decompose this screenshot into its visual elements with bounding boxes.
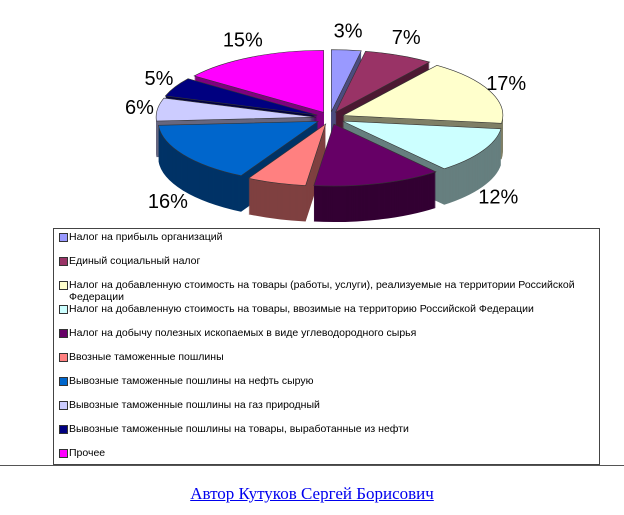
- legend-item: Вывозные таможенные пошлины на товары, в…: [59, 423, 409, 435]
- legend-swatch: [59, 377, 68, 386]
- legend-label: Единый социальный налог: [69, 255, 201, 267]
- legend-label: Вывозные таможенные пошлины на нефть сыр…: [69, 375, 314, 387]
- legend-label: Вывозные таможенные пошлины на товары, в…: [69, 423, 409, 435]
- legend-item: Единый социальный налог: [59, 255, 200, 267]
- legend-swatch: [59, 233, 68, 242]
- data-label: 17%: [486, 73, 526, 95]
- legend-swatch: [59, 425, 68, 434]
- legend-swatch: [59, 329, 68, 338]
- divider: [0, 465, 624, 466]
- legend-label: Прочее: [69, 447, 106, 459]
- data-label: 7%: [392, 27, 421, 49]
- author-link[interactable]: Автор Кутуков Сергей Борисович: [190, 484, 434, 503]
- legend-swatch: [59, 353, 68, 362]
- data-label: 15%: [223, 30, 263, 52]
- legend-swatch: [59, 305, 68, 314]
- chart-legend: Налог на прибыль организаций Единый социа…: [53, 228, 600, 465]
- legend-swatch: [59, 449, 68, 458]
- pie-slice: [313, 123, 437, 223]
- data-label: 16%: [148, 191, 188, 213]
- legend-label: Налог на добавленную стоимость на товары…: [69, 279, 575, 303]
- author-footer: Автор Кутуков Сергей Борисович: [0, 484, 624, 504]
- legend-item: Налог на прибыль организаций: [59, 231, 222, 243]
- legend-item: Прочее: [59, 447, 105, 459]
- legend-item: Налог на добавленную стоимость на товары…: [59, 279, 599, 303]
- legend-swatch: [59, 281, 68, 290]
- data-label: 6%: [125, 97, 154, 119]
- legend-item: Вывозные таможенные пошлины на нефть сыр…: [59, 375, 314, 387]
- data-label: 12%: [478, 186, 518, 208]
- legend-item: Налог на добавленную стоимость на товары…: [59, 303, 534, 315]
- legend-swatch: [59, 257, 68, 266]
- pie-slice: [247, 123, 327, 222]
- data-label: 3%: [334, 20, 363, 42]
- pie-chart: 3%7%17%12%13%6%16%6%5%15%: [125, 20, 526, 230]
- legend-item: Ввозные таможенные пошлины: [59, 351, 224, 363]
- data-label: 5%: [144, 68, 173, 90]
- legend-label: Налог на прибыль организаций: [69, 231, 223, 243]
- legend-label: Налог на добычу полезных ископаемых в ви…: [69, 327, 417, 339]
- legend-label: Налог на добавленную стоимость на товары…: [69, 303, 534, 315]
- legend-swatch: [59, 401, 68, 410]
- legend-label: Вывозные таможенные пошлины на газ приро…: [69, 399, 320, 411]
- legend-label: Ввозные таможенные пошлины: [69, 351, 224, 363]
- legend-item: Налог на добычу полезных ископаемых в ви…: [59, 327, 416, 339]
- legend-item: Вывозные таможенные пошлины на газ приро…: [59, 399, 320, 411]
